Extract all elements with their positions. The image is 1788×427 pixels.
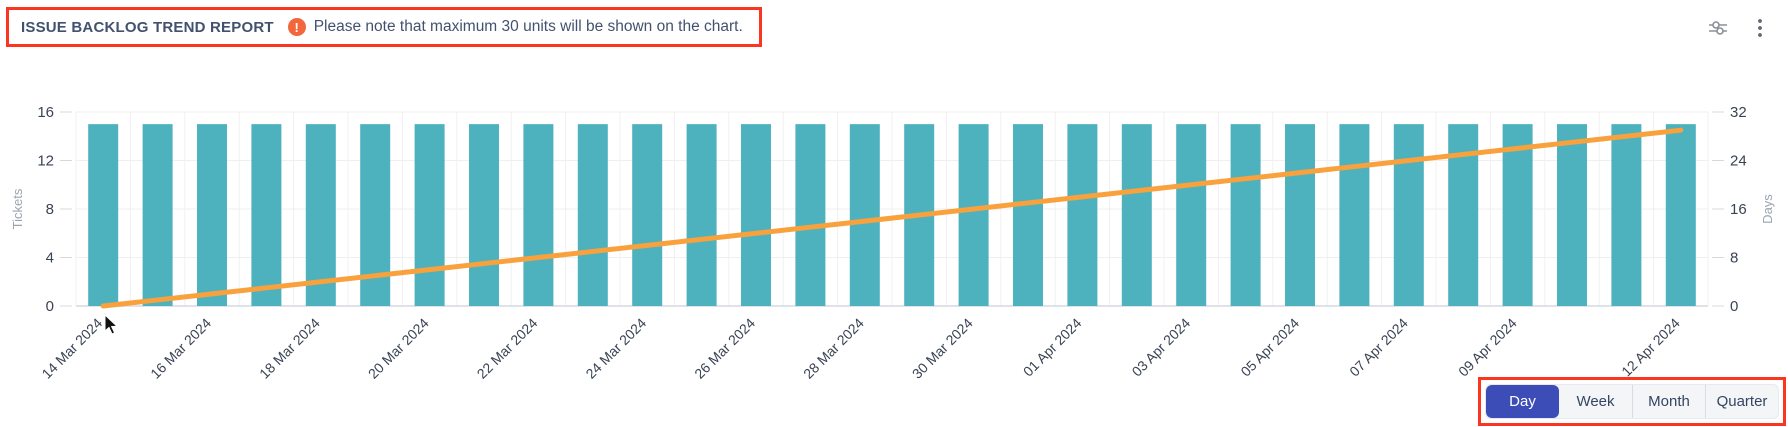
x-axis-label: 01 Apr 2024: [1020, 315, 1085, 380]
period-button-quarter[interactable]: Quarter: [1705, 385, 1778, 418]
x-axis-label: 09 Apr 2024: [1455, 315, 1520, 380]
right-axis-tick: 8: [1730, 250, 1738, 267]
bar: [1121, 124, 1152, 306]
bar: [469, 124, 499, 306]
bar: [1393, 124, 1424, 306]
x-axis-label: 28 Mar 2024: [800, 315, 867, 382]
period-button-month[interactable]: Month: [1632, 385, 1705, 418]
bar: [632, 124, 663, 306]
bar: [1230, 124, 1261, 306]
bar: [1665, 124, 1696, 306]
bars-series-tickets: [88, 124, 1696, 306]
bar: [1611, 124, 1642, 306]
bar: [1285, 124, 1315, 306]
x-axis-label: 30 Mar 2024: [909, 315, 976, 382]
period-toggle-group: Day Week Month Quarter: [1485, 384, 1779, 419]
period-button-week[interactable]: Week: [1559, 385, 1632, 418]
x-axis-label: 16 Mar 2024: [147, 315, 214, 382]
x-axis-label: 20 Mar 2024: [365, 315, 432, 382]
bar: [795, 124, 826, 306]
bar: [1502, 124, 1533, 306]
right-axis-title: Days: [1760, 194, 1775, 224]
left-axis-tick: 0: [46, 298, 54, 315]
y-gridlines: [60, 111, 1724, 307]
bar: [849, 124, 880, 306]
max-units-note: ! Please note that maximum 30 units will…: [287, 18, 743, 36]
left-axis-tick: 12: [37, 153, 54, 170]
bar: [142, 124, 173, 306]
bar: [1339, 124, 1370, 306]
right-axis-tick: 0: [1730, 298, 1738, 315]
x-axis-label: 24 Mar 2024: [582, 315, 649, 382]
right-axis-tick: 24: [1730, 153, 1747, 170]
bar: [305, 124, 336, 306]
bar: [741, 124, 771, 306]
annotation-box-period-toggle: Day Week Month Quarter: [1478, 377, 1786, 426]
bar: [958, 124, 989, 306]
x-axis-label: 05 Apr 2024: [1237, 315, 1302, 380]
x-axis-label: 14 Mar 2024: [38, 315, 105, 382]
bar: [1557, 124, 1587, 306]
left-axis-tick: 8: [46, 201, 54, 218]
line-series-days: [100, 127, 1684, 309]
warning-icon: !: [287, 18, 306, 36]
x-axis-label: 26 Mar 2024: [691, 315, 758, 382]
left-axis-tick: 16: [37, 104, 54, 121]
kebab-menu-icon: [1758, 19, 1762, 37]
bar: [1176, 124, 1207, 306]
bar: [523, 124, 554, 306]
bar: [1067, 124, 1098, 306]
bar: [197, 124, 227, 306]
bar: [686, 124, 717, 306]
bar: [414, 124, 445, 306]
right-axis-tick: 16: [1730, 201, 1747, 218]
period-button-day[interactable]: Day: [1486, 385, 1559, 418]
more-options-button[interactable]: [1754, 14, 1766, 42]
bar: [1013, 124, 1043, 306]
bar: [577, 124, 608, 306]
x-axis-label: 12 Apr 2024: [1618, 315, 1683, 380]
x-axis-labels: 14 Mar 2024 16 Mar 2024 18 Mar 2024 20 Mar …: [38, 315, 1683, 382]
bar: [251, 124, 282, 306]
x-axis-label: 03 Apr 2024: [1129, 315, 1194, 380]
annotation-box-header: ISSUE BACKLOG TREND REPORT ! Please note…: [6, 7, 762, 47]
x-axis-label: 07 Apr 2024: [1346, 315, 1411, 380]
chart-settings-button[interactable]: [1704, 14, 1732, 42]
left-axis-tick: 4: [46, 250, 54, 267]
bar: [88, 124, 119, 306]
left-axis-title: Tickets: [10, 188, 25, 229]
x-axis-label: 22 Mar 2024: [474, 315, 541, 382]
x-axis-label: 18 Mar 2024: [256, 315, 323, 382]
sliders-icon: [1709, 21, 1727, 35]
report-title: ISSUE BACKLOG TREND REPORT: [21, 18, 274, 36]
max-units-note-text: Please note that maximum 30 units will b…: [313, 18, 743, 35]
header-actions: [1704, 14, 1766, 42]
right-axis-tick: 32: [1730, 104, 1747, 121]
axis-tick-labels: 0 0 4 8 8 16 12 24 16 32: [37, 104, 1746, 315]
